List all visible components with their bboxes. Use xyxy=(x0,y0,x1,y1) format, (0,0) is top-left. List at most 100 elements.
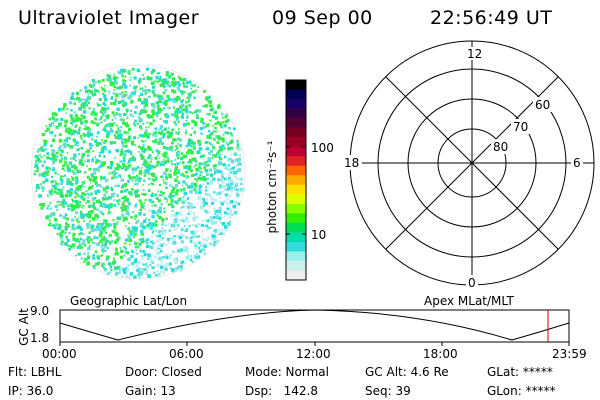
disk-speckle xyxy=(110,163,114,167)
disk-speckle xyxy=(208,152,211,155)
disk-speckle xyxy=(94,192,98,195)
disk-speckle xyxy=(86,237,89,241)
disk-speckle xyxy=(162,153,166,157)
disk-speckle xyxy=(186,115,189,118)
disk-speckle xyxy=(163,107,166,110)
disk-speckle xyxy=(113,172,117,176)
disk-speckle xyxy=(120,274,124,278)
disk-speckle xyxy=(132,235,135,238)
disk-speckle xyxy=(178,197,182,201)
disk-speckle xyxy=(39,203,42,206)
disk-speckle xyxy=(173,100,177,104)
disk-speckle xyxy=(164,99,168,102)
disk-speckle xyxy=(175,211,179,215)
disk-speckle xyxy=(188,159,192,163)
disk-speckle xyxy=(120,126,123,129)
disk-speckle xyxy=(173,85,176,88)
disk-speckle xyxy=(181,218,185,221)
disk-speckle xyxy=(208,113,211,116)
disk-speckle xyxy=(159,76,162,78)
disk-speckle xyxy=(46,173,49,176)
disk-speckle xyxy=(128,135,131,139)
disk-speckle xyxy=(147,265,149,268)
disk-speckle xyxy=(71,204,76,208)
disk-speckle xyxy=(198,197,202,201)
disk-speckle xyxy=(99,204,103,207)
disk-speckle xyxy=(189,185,194,189)
disk-speckle xyxy=(219,170,222,173)
disk-speckle xyxy=(43,154,46,157)
disk-speckle xyxy=(180,228,184,231)
disk-speckle xyxy=(113,73,116,76)
disk-speckle xyxy=(239,190,242,193)
disk-speckle xyxy=(62,186,65,189)
disk-speckle xyxy=(225,201,229,205)
disk-speckle xyxy=(136,269,140,273)
disk-speckle xyxy=(152,140,154,143)
disk-speckle xyxy=(97,166,100,169)
disk-speckle xyxy=(131,91,134,94)
disk-speckle xyxy=(73,98,76,101)
disk-speckle xyxy=(114,117,117,120)
disk-speckle xyxy=(177,249,181,253)
disk-speckle xyxy=(43,132,46,136)
disk-speckle xyxy=(163,229,167,233)
disk-speckle xyxy=(97,256,100,260)
disk-speckle xyxy=(161,193,164,196)
disk-speckle xyxy=(51,112,56,116)
disk-speckle xyxy=(71,170,75,173)
disk-speckle xyxy=(100,161,103,164)
disk-speckle xyxy=(212,108,215,110)
disk-speckle xyxy=(63,124,67,128)
disk-speckle xyxy=(142,89,145,92)
disk-speckle xyxy=(174,81,179,85)
disk-speckle xyxy=(36,151,39,153)
disk-speckle xyxy=(197,169,200,172)
disk-speckle xyxy=(222,140,225,143)
disk-speckle xyxy=(215,236,218,238)
disk-speckle xyxy=(176,199,180,203)
disk-speckle xyxy=(137,180,140,183)
disk-speckle xyxy=(104,115,107,117)
disk-speckle xyxy=(190,149,193,152)
disk-speckle xyxy=(74,156,77,159)
disk-speckle xyxy=(124,248,127,251)
disk-speckle xyxy=(98,241,101,244)
disk-speckle xyxy=(122,217,126,220)
disk-speckle xyxy=(92,254,95,257)
disk-speckle xyxy=(61,188,64,191)
disk-speckle xyxy=(91,94,94,97)
disk-speckle xyxy=(125,218,128,221)
disk-speckle xyxy=(71,198,74,201)
disk-speckle xyxy=(88,143,93,147)
disk-speckle xyxy=(138,270,142,275)
disk-speckle xyxy=(206,147,210,151)
disk-speckle xyxy=(166,99,169,103)
disk-speckle xyxy=(72,172,76,176)
disk-speckle xyxy=(151,151,154,153)
disk-speckle xyxy=(222,190,224,193)
disk-speckle xyxy=(143,192,147,196)
disk-speckle xyxy=(46,207,49,210)
disk-speckle xyxy=(51,167,56,172)
disk-speckle xyxy=(222,162,226,167)
disk-speckle xyxy=(174,200,178,204)
disk-speckle xyxy=(130,100,134,104)
disk-speckle xyxy=(148,177,151,180)
disk-speckle xyxy=(62,175,64,178)
disk-speckle xyxy=(229,183,232,187)
disk-speckle xyxy=(103,244,107,248)
disk-speckle xyxy=(142,122,145,125)
disk-speckle xyxy=(117,199,121,202)
disk-speckle xyxy=(236,188,239,191)
disk-speckle xyxy=(68,137,71,140)
disk-speckle xyxy=(77,238,79,240)
disk-speckle xyxy=(185,119,188,122)
disk-speckle xyxy=(44,130,47,132)
disk-speckle xyxy=(174,158,177,161)
disk-speckle xyxy=(167,127,170,129)
disk-speckle xyxy=(240,187,245,192)
disk-speckle xyxy=(122,267,126,272)
disk-speckle xyxy=(127,69,131,73)
disk-speckle xyxy=(129,191,132,194)
